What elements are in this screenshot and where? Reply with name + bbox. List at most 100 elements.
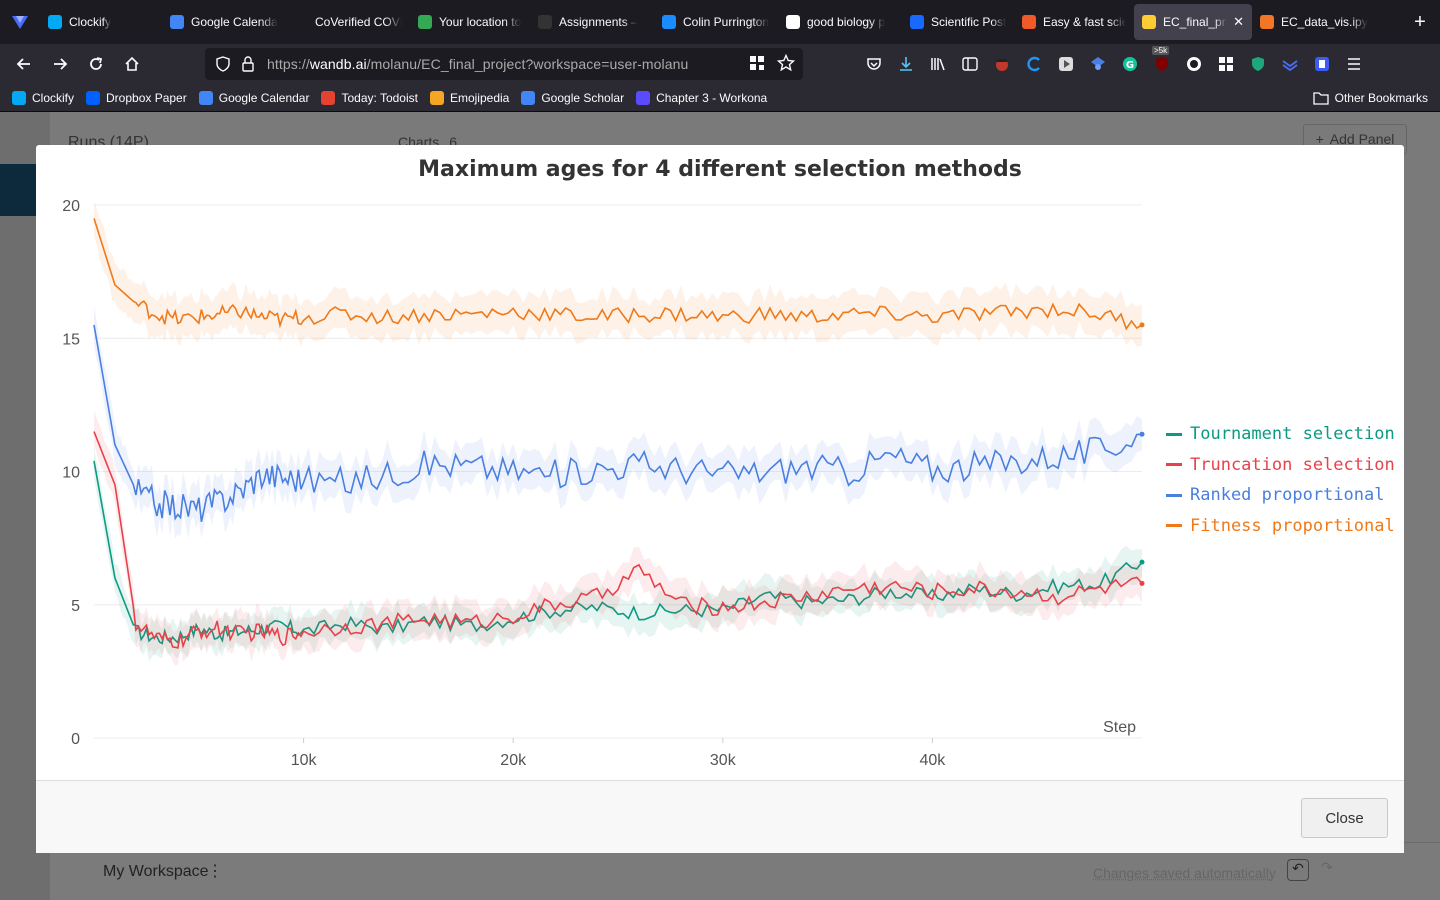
bitwarden-icon[interactable] <box>1310 52 1334 76</box>
browser-tab[interactable]: Scientific Poster <box>902 4 1014 40</box>
layers-extension-icon[interactable] <box>1278 52 1302 76</box>
new-tab-button[interactable]: + <box>1414 10 1426 33</box>
bookmark-item[interactable]: Google Scholar <box>521 90 624 105</box>
series-end-point <box>1139 580 1145 586</box>
chart-legend: Tournament selection Truncation selection… <box>1166 419 1395 541</box>
browser-tab[interactable]: Clockify <box>40 4 162 40</box>
legend-item[interactable]: Truncation selection <box>1166 450 1395 481</box>
reload-button[interactable] <box>78 48 114 80</box>
svg-text:G: G <box>1126 60 1134 71</box>
tab-favicon-icon <box>1022 15 1036 29</box>
bookmark-favicon-icon <box>86 90 101 105</box>
series-band <box>94 410 1142 666</box>
y-tick-label: 5 <box>71 598 80 615</box>
bookmark-item[interactable]: Today: Todoist <box>321 90 418 105</box>
tab-favicon-icon <box>294 15 308 29</box>
browser-tab[interactable]: Assignments – <box>530 4 654 40</box>
redo-button[interactable]: ↷ <box>1321 859 1333 875</box>
tab-favicon-icon <box>48 15 62 29</box>
series-line <box>93 324 1143 523</box>
c-extension-icon[interactable] <box>1022 52 1046 76</box>
hamburger-menu-icon[interactable] <box>1342 52 1366 76</box>
address-bar[interactable]: https://wandb.ai/molanu/EC_final_project… <box>205 48 803 80</box>
bookmark-favicon-icon <box>321 90 336 105</box>
tab-label: Assignments – <box>559 15 638 29</box>
wordpress-extension-icon[interactable] <box>1182 52 1206 76</box>
bookmark-star-icon[interactable] <box>776 53 796 75</box>
series-band <box>94 446 1142 661</box>
workona-logo-icon[interactable] <box>0 0 40 44</box>
tab-label: CoVerified COVID <box>315 15 402 29</box>
legend-label: Tournament selection <box>1190 424 1395 445</box>
bookmark-item[interactable]: Clockify <box>12 90 74 105</box>
x-tick-label: 30k <box>710 752 737 769</box>
tab-favicon-icon <box>662 15 676 29</box>
undo-button[interactable]: ↶ <box>1287 859 1309 881</box>
forward-button[interactable] <box>42 48 78 80</box>
browser-tab[interactable]: good biology p <box>778 4 902 40</box>
shield-icon[interactable] <box>215 56 231 72</box>
add-panel-label: Add Panel <box>1329 131 1395 147</box>
series-band <box>94 201 1142 348</box>
tab-label: EC_final_proj <box>1163 15 1227 29</box>
pirate-extension-icon[interactable] <box>990 52 1014 76</box>
legend-item[interactable]: Fitness proportional <box>1166 511 1395 542</box>
y-tick-label: 0 <box>71 731 80 748</box>
scholar-extension-icon[interactable] <box>1086 52 1110 76</box>
y-tick-label: 15 <box>62 331 80 348</box>
series-band <box>94 306 1142 540</box>
extensions-grid-icon[interactable] <box>1214 52 1238 76</box>
home-button[interactable] <box>114 48 150 80</box>
other-bookmarks-folder[interactable]: Other Bookmarks <box>1312 90 1428 105</box>
workspace-name[interactable]: My Workspace <box>103 863 209 880</box>
download-icon[interactable] <box>894 52 918 76</box>
browser-nav-bar: https://wandb.ai/molanu/EC_final_project… <box>0 44 1440 84</box>
bookmark-item[interactable]: Google Calendar <box>198 90 309 105</box>
y-tick-label: 20 <box>62 198 80 215</box>
line-chart: 0 5 10 15 20 10k 20k 30k 40k Step <box>62 198 1145 769</box>
series-end-point <box>1139 431 1145 437</box>
ublock-icon[interactable]: >5k <box>1150 46 1174 76</box>
chart-modal: Maximum ages for 4 different selection m… <box>36 145 1404 853</box>
qr-code-icon[interactable] <box>749 55 765 74</box>
browser-tab[interactable]: EC_data_vis.ipy <box>1252 4 1382 40</box>
forward-arrow-icon <box>54 58 68 70</box>
tab-favicon-icon <box>1260 15 1274 29</box>
legend-item[interactable]: Tournament selection <box>1166 419 1395 450</box>
bookmark-item[interactable]: Dropbox Paper <box>86 90 187 105</box>
shield-extension-icon[interactable] <box>1246 52 1270 76</box>
browser-tab[interactable]: Easy & fast scie <box>1014 4 1134 40</box>
back-button[interactable] <box>6 48 42 80</box>
browser-tab[interactable]: Google Calendar <box>162 4 286 40</box>
bookmark-label: Chapter 3 - Workona <box>656 90 768 105</box>
x-axis-label: Step <box>1103 719 1136 736</box>
bookmark-favicon-icon <box>636 90 651 105</box>
other-bookmarks-label: Other Bookmarks <box>1334 90 1428 105</box>
legend-item[interactable]: Ranked proportional <box>1166 480 1395 511</box>
bookmark-item[interactable]: Emojipedia <box>429 90 509 105</box>
tab-favicon-icon <box>1142 15 1156 29</box>
home-icon <box>125 56 139 71</box>
browser-tab[interactable]: EC_final_proj ✕ <box>1134 4 1252 40</box>
pocket-icon[interactable] <box>862 52 886 76</box>
browser-tab[interactable]: CoVerified COVID <box>286 4 410 40</box>
legend-label: Truncation selection <box>1190 454 1395 475</box>
library-icon[interactable] <box>926 52 950 76</box>
bookmark-label: Dropbox Paper <box>106 90 187 105</box>
lock-icon[interactable] <box>241 56 255 72</box>
close-button[interactable]: Close <box>1301 798 1388 838</box>
grammarly-icon[interactable]: G <box>1118 52 1142 76</box>
tab-favicon-icon <box>418 15 432 29</box>
bookmark-favicon-icon <box>521 90 536 105</box>
play-extension-icon[interactable] <box>1054 52 1078 76</box>
browser-tab[interactable]: Colin Purrington <box>654 4 778 40</box>
browser-toolbar-icons: G >5k <box>862 46 1366 76</box>
ublock-badge: >5k <box>1152 46 1170 55</box>
x-tick-label: 40k <box>920 752 947 769</box>
workspace-menu-icon[interactable]: ⋮ <box>207 863 223 880</box>
bookmark-item[interactable]: Chapter 3 - Workona <box>636 90 768 105</box>
series-line <box>93 218 1143 331</box>
tab-close-icon[interactable]: ✕ <box>1233 14 1244 29</box>
browser-tab[interactable]: Your location to <box>410 4 530 40</box>
sidebar-toggle-icon[interactable] <box>958 52 982 76</box>
